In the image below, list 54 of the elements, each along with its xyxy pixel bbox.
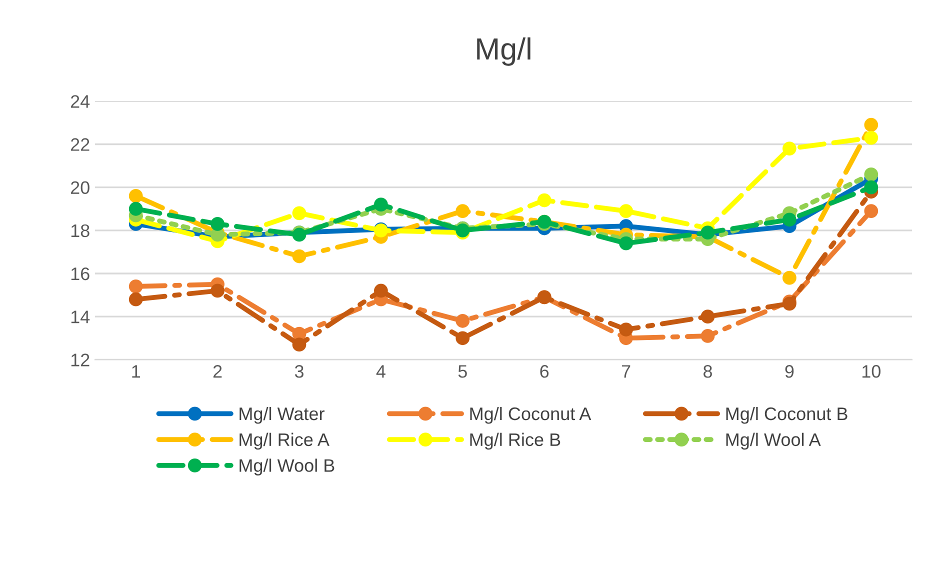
y-tick-label: 18 — [71, 224, 90, 238]
point — [210, 217, 224, 231]
point — [700, 310, 715, 324]
x-tick-label: 10 — [862, 365, 880, 378]
point — [292, 249, 306, 264]
point — [128, 189, 143, 203]
point — [537, 193, 552, 208]
point — [456, 314, 470, 328]
x-tick-label: 2 — [213, 365, 222, 378]
point — [619, 204, 633, 218]
point — [128, 279, 143, 294]
point — [128, 292, 143, 306]
point — [700, 329, 715, 343]
legend-label: Mg/l Water — [240, 406, 324, 424]
legend-label: Mg/l Wool B — [240, 458, 334, 476]
point — [456, 204, 470, 218]
x-tick-label: 6 — [540, 365, 549, 378]
point — [374, 198, 388, 212]
point — [864, 167, 878, 182]
legend-label: Mg/l Rice B — [470, 432, 560, 450]
point — [456, 331, 470, 346]
point — [864, 118, 878, 132]
point — [864, 180, 878, 194]
point — [864, 130, 878, 145]
x-tick-label: 7 — [622, 365, 630, 378]
legend-label: Mg/l Rice A — [240, 432, 330, 450]
x-tick-label: 9 — [785, 365, 794, 378]
point — [782, 270, 796, 285]
point — [374, 284, 388, 298]
point — [210, 284, 224, 298]
chart-title: Mg/l — [477, 37, 530, 66]
y-tick-label: 22 — [70, 138, 90, 151]
y-tick-label: 14 — [71, 310, 90, 324]
point — [128, 202, 143, 216]
point — [782, 212, 796, 227]
x-tick-label: 3 — [294, 365, 304, 378]
point — [782, 142, 796, 156]
x-tick-label: 4 — [376, 365, 386, 378]
y-tick-label: 24 — [70, 95, 90, 108]
y-tick-label: 12 — [71, 354, 90, 366]
x-tick-label: 1 — [132, 365, 140, 378]
y-tick-label: 20 — [70, 181, 90, 194]
point — [292, 338, 306, 352]
point — [619, 322, 633, 336]
legend-label: Mg/l Wool A — [726, 432, 821, 450]
point — [292, 206, 306, 220]
legend-label: Mg/l Coconut A — [470, 406, 592, 424]
y-tick-label: 16 — [71, 267, 90, 280]
point — [619, 236, 633, 250]
x-tick-label: 8 — [704, 365, 712, 378]
x-tick-label: 5 — [458, 365, 467, 378]
point — [864, 204, 878, 218]
point — [782, 296, 796, 311]
legend-label: Mg/l Coconut B — [726, 406, 848, 424]
